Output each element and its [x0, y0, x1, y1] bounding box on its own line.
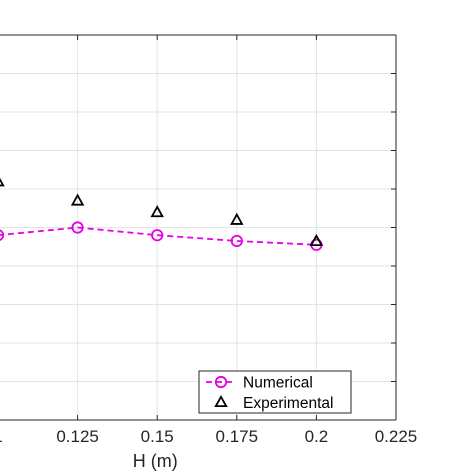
series-numerical: [0, 221, 323, 251]
x-axis-ticks: 1 0.125 0.15 0.175 0.2 0.225: [0, 427, 417, 446]
experimental-point: [70, 193, 85, 206]
legend-experimental-marker: [214, 394, 228, 408]
numerical-point: [151, 229, 164, 242]
experimental-point: [230, 212, 244, 225]
x-tick-label: 0.2: [305, 427, 329, 446]
series-experimental: [70, 193, 324, 247]
x-tick-label: 0.175: [216, 427, 259, 446]
numerical-line: [0, 226, 317, 246]
legend-experimental-label: Experimental: [243, 395, 333, 412]
x-axis-label: H (m): [133, 451, 178, 471]
experimental-point: [309, 233, 324, 247]
numerical-point: [230, 234, 243, 248]
numerical-point: [71, 221, 84, 234]
legend: Numerical Experimental: [198, 370, 352, 414]
series-layer: [0, 177, 324, 251]
legend-numerical-label: Numerical: [243, 375, 313, 392]
x-tick-label: 0.15: [141, 427, 174, 446]
x-tick-label: 1: [0, 427, 3, 446]
numerical-point: [0, 229, 5, 241]
x-tick-label: 0.225: [375, 427, 418, 446]
experimental-point: [150, 205, 164, 218]
experimental-point-partial: [0, 177, 5, 187]
legend-numerical-marker: [214, 375, 228, 389]
grid: [0, 35, 397, 420]
x-tick-label: 0.125: [56, 427, 99, 446]
plot-frame: [0, 34, 397, 421]
